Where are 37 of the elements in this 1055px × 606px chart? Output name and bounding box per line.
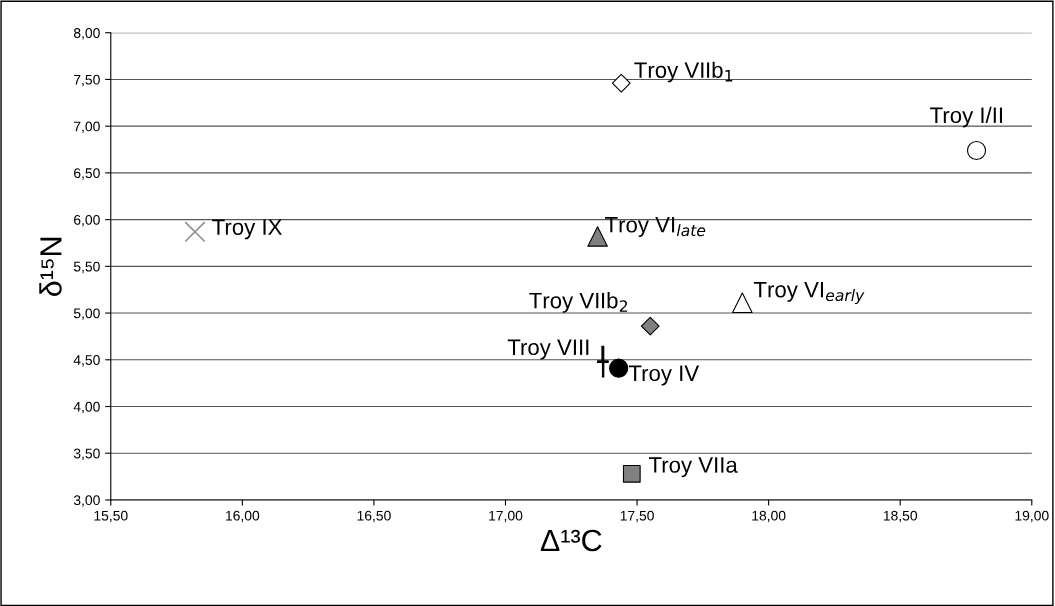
y-tick-label: 7,50 — [74, 74, 100, 87]
x-tick-label: 16,50 — [357, 510, 391, 523]
x-tick-label: 15,50 — [94, 510, 128, 523]
point — [640, 316, 660, 336]
series-label: Troy IV — [628, 365, 700, 386]
y-tick-label: 3,00 — [73, 495, 100, 507]
y-tick-label: 3,50 — [73, 448, 100, 461]
y-axis-title: δ¹⁵N — [39, 237, 62, 297]
point — [609, 358, 629, 378]
series-label: Troy VIIa — [648, 457, 738, 478]
point — [184, 221, 206, 243]
point — [622, 464, 641, 483]
y-tick-label: 6,50 — [74, 168, 100, 180]
x-tick-label: 19,00 — [1015, 510, 1049, 523]
x-tick-label: 18,50 — [883, 510, 918, 523]
y-tick-label: 4,00 — [73, 401, 100, 414]
y-tick-label: 5,50 — [73, 261, 100, 274]
x-tick-label: 16,00 — [226, 510, 260, 523]
series-label: Troy VI$_{late}$ — [605, 217, 706, 237]
y-tick-label: 7,00 — [74, 121, 100, 133]
y-tick-label: 8,00 — [73, 28, 100, 40]
series-label: Troy IX — [212, 219, 282, 240]
x-tick-label: 17,50 — [620, 510, 654, 523]
point — [966, 140, 987, 161]
series-label: Troy VI$_{early}$ — [753, 281, 865, 305]
series-label: Troy I/II — [930, 106, 1002, 128]
y-tick-label: 5,00 — [73, 308, 100, 320]
x-tick-label: 18,00 — [752, 510, 786, 523]
point — [611, 73, 631, 93]
x-tick-label: 17,00 — [489, 510, 523, 523]
point — [732, 292, 753, 314]
series-label: Troy VIIb$_{1}$ — [634, 61, 733, 83]
y-tick-label: 6,00 — [74, 214, 100, 227]
series-label: Troy VIII — [507, 339, 589, 360]
y-tick-label: 4,50 — [73, 355, 100, 367]
series-label: Troy VIIb$_{2}$ — [529, 292, 628, 313]
x-axis-title: Δ¹³C — [540, 529, 602, 552]
